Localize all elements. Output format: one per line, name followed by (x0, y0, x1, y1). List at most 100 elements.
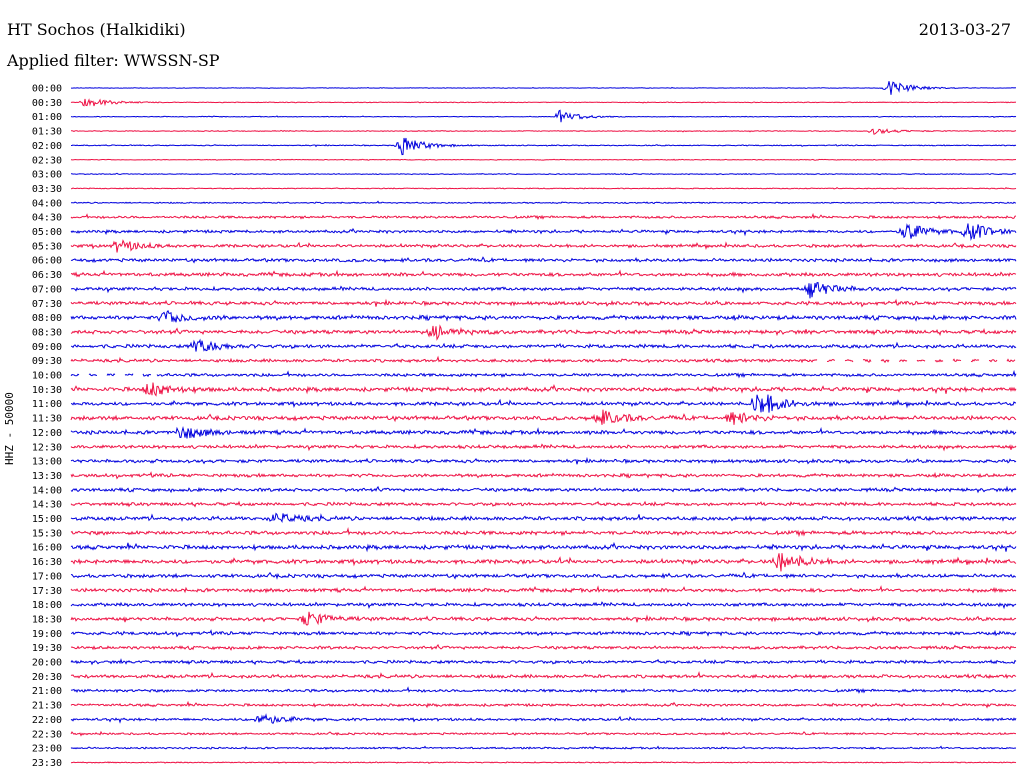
row-time-label: 03:30 (32, 184, 62, 195)
row-time-label: 17:00 (32, 571, 62, 582)
trace-line (70, 541, 1017, 553)
row-time-label: 04:00 (32, 198, 62, 209)
row-time-label: 07:30 (32, 299, 62, 310)
trace-line (71, 172, 1017, 176)
trace-line (71, 81, 1017, 95)
trace-line (70, 671, 1017, 680)
trace-line (70, 601, 1017, 610)
trace-line (70, 585, 1017, 594)
trace-line (70, 745, 1017, 750)
row-time-label: 19:00 (32, 629, 62, 640)
row-time-label: 00:00 (32, 84, 62, 95)
row-time-label: 14:00 (32, 485, 62, 496)
filter-label: Applied filter: WWSSN-SP (7, 51, 220, 70)
row-time-label: 10:00 (32, 371, 62, 382)
row-time-label: 14:30 (32, 500, 62, 511)
row-time-label: 04:30 (32, 213, 62, 224)
trace-line (70, 382, 1017, 397)
trace-line (70, 200, 1017, 205)
trace-line (70, 369, 1017, 379)
station-title: HT Sochos (Halkidiki) (7, 20, 186, 39)
row-time-label: 09:30 (32, 356, 62, 367)
row-time-label: 19:30 (32, 643, 62, 654)
trace-line (70, 713, 1017, 725)
trace-line (70, 109, 1017, 123)
trace-line (70, 338, 1017, 352)
trace-line (70, 700, 1017, 709)
traces (70, 81, 1017, 764)
trace-line (70, 212, 1017, 221)
row-time-label: 11:00 (32, 399, 62, 410)
trace-line (70, 471, 1017, 480)
trace-line (70, 443, 1017, 452)
trace-line (70, 456, 1017, 465)
trace-line (70, 355, 1016, 364)
trace-line (70, 98, 1017, 107)
row-time-label: 18:00 (32, 600, 62, 611)
row-time-label: 12:30 (32, 442, 62, 453)
row-time-label: 23:00 (32, 744, 62, 755)
row-time-label: 06:00 (32, 256, 62, 267)
row-time-label: 13:00 (32, 457, 62, 468)
row-time-label: 16:30 (32, 557, 62, 568)
row-time-label: 21:00 (32, 686, 62, 697)
trace-line (70, 158, 1017, 161)
row-time-label: 13:30 (32, 471, 62, 482)
row-time-label: 21:30 (32, 701, 62, 712)
row-time-label: 00:30 (32, 98, 62, 109)
trace-line (70, 324, 1017, 341)
row-time-label: 22:00 (32, 715, 62, 726)
row-time-label: 15:00 (32, 514, 62, 525)
trace-line (70, 611, 1017, 626)
trace-line (70, 409, 1017, 425)
row-time-label: 03:00 (32, 170, 62, 181)
row-time-label: 18:30 (32, 614, 62, 625)
row-time-label: 23:30 (32, 758, 62, 769)
trace-line (70, 309, 1017, 323)
trace-line (70, 282, 1017, 299)
trace-line (70, 644, 1017, 651)
row-time-label: 15:30 (32, 528, 62, 539)
trace-line (70, 186, 1017, 190)
trace-line (70, 730, 1016, 737)
trace-line (70, 629, 1017, 638)
trace-line (70, 269, 1017, 278)
trace-line (70, 553, 1017, 572)
row-time-label: 08:30 (32, 327, 62, 338)
row-labels: 00:00 00:30 01:00 01:30 02:00 02:30 03:00 03:30… (32, 84, 62, 769)
row-time-label: 12:00 (32, 428, 62, 439)
trace-line (70, 512, 1017, 523)
row-time-label: 10:30 (32, 385, 62, 396)
trace-line (70, 686, 1017, 694)
trace-line (70, 394, 1017, 413)
row-time-label: 05:00 (32, 227, 62, 238)
row-time-label: 01:00 (32, 112, 62, 123)
trace-line (70, 761, 1017, 764)
row-time-label: 01:30 (32, 127, 62, 138)
trace-line (70, 658, 1017, 666)
row-time-label: 02:30 (32, 155, 62, 166)
row-time-label: 20:00 (32, 658, 62, 669)
trace-line (71, 137, 1017, 156)
trace-line (70, 500, 1017, 508)
row-time-label: 22:30 (32, 729, 62, 740)
trace-line (70, 256, 1017, 264)
row-time-label: 02:00 (32, 141, 62, 152)
trace-line (70, 485, 1017, 494)
row-time-label: 16:00 (32, 543, 62, 554)
row-time-label: 20:30 (32, 672, 62, 683)
row-time-label: 05:30 (32, 241, 62, 252)
trace-line (70, 425, 1017, 439)
date-label: 2013-03-27 (918, 20, 1011, 39)
trace-line (71, 128, 1017, 135)
row-time-label: 11:30 (32, 414, 62, 425)
row-time-label: 07:00 (32, 284, 62, 295)
trace-line (70, 571, 1017, 580)
trace-line (70, 223, 1017, 241)
row-time-label: 09:00 (32, 342, 62, 353)
trace-line (70, 298, 1017, 308)
row-time-label: 17:30 (32, 586, 62, 597)
row-time-label: 08:00 (32, 313, 62, 324)
row-time-label: 06:30 (32, 270, 62, 281)
